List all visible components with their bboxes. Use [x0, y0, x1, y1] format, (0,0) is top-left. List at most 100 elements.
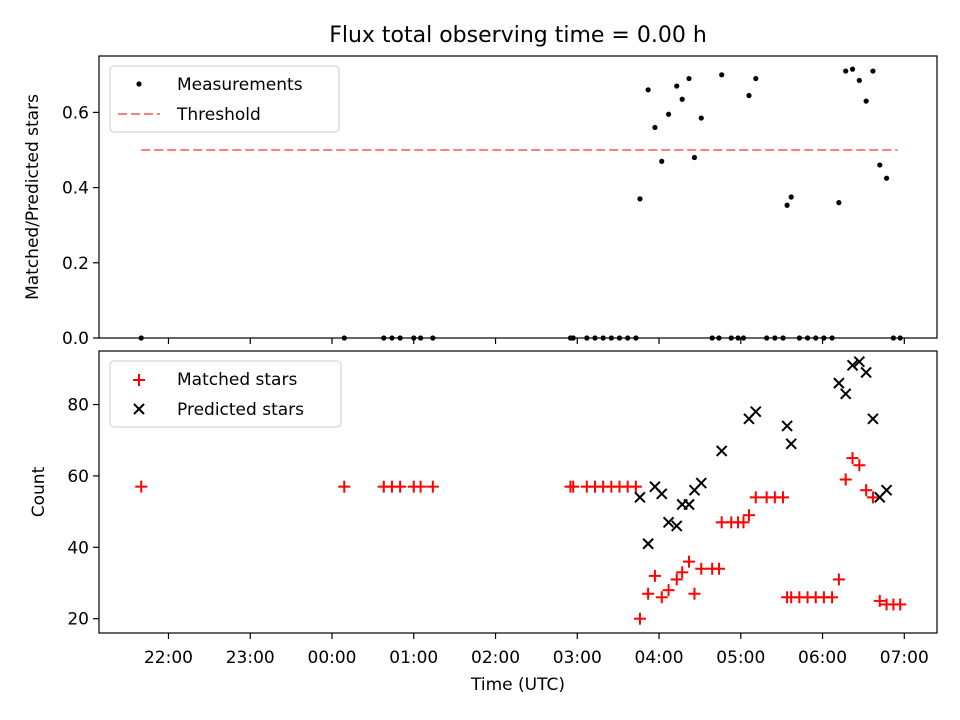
y-tick-label: 0.6: [62, 103, 89, 123]
measurement-point: [788, 194, 794, 200]
predicted-stars-point: [853, 356, 866, 368]
predicted-stars-point: [781, 420, 793, 432]
legend-measurements-label: Measurements: [177, 75, 303, 95]
matched-stars-point: [648, 569, 661, 582]
matched-stars-point: [655, 591, 668, 604]
matched-stars-point: [742, 509, 755, 522]
measurement-point: [686, 75, 692, 82]
measurement-point: [637, 196, 643, 202]
measurement-point: [836, 200, 842, 206]
top-plot-panel: 0.0 0.2 0.4 0.6 Matched/Predicted stars Mea…: [23, 55, 938, 349]
measurement-point: [652, 124, 658, 131]
matched-stars-point: [826, 591, 839, 604]
x-tick-label: 22:00: [144, 648, 193, 668]
y-tick-label: 80: [67, 396, 89, 416]
matched-stars-point: [860, 484, 873, 497]
matched-stars-point: [749, 491, 762, 504]
legend-threshold-label: Threshold: [176, 105, 261, 125]
bottom-data-layer: [135, 356, 907, 625]
measurement-point: [870, 68, 876, 74]
x-axis-label: Time (UTC): [470, 675, 565, 695]
bottom-legend-box: [109, 360, 342, 428]
matched-stars-point: [414, 480, 427, 493]
matched-stars-point: [662, 584, 675, 597]
measurement-point: [698, 115, 704, 121]
predicted-stars-point: [662, 516, 675, 529]
predicted-stars-point: [716, 445, 728, 457]
matched-stars-point: [777, 491, 790, 504]
predicted-stars-point: [642, 538, 654, 550]
bottom-plot-panel: 20 40 60 80 22:00 23:00 00:00 01:00 02:00 03:00 0…: [29, 350, 938, 695]
matched-stars-point: [670, 573, 683, 586]
predicted-stars-point: [880, 484, 893, 496]
matched-stars-point: [695, 562, 708, 575]
measurement-point: [746, 92, 752, 99]
matched-stars-point: [683, 555, 696, 568]
top-y-axis-label: Matched/Predicted stars: [23, 94, 43, 300]
y-tick-label: 20: [67, 610, 89, 630]
legend-predicted-stars-label: Predicted stars: [177, 400, 304, 420]
matched-stars-point: [866, 491, 879, 504]
x-tick-label: 02:00: [471, 648, 520, 668]
measurement-point: [679, 96, 685, 102]
matched-stars-point: [894, 598, 907, 611]
bottom-y-ticks: 20 40 60 80: [67, 396, 99, 630]
predicted-stars-point: [833, 377, 845, 389]
predicted-stars-point: [671, 520, 683, 532]
measurement-point: [665, 111, 672, 117]
x-tick-label: 05:00: [716, 648, 765, 668]
predicted-stars-point: [867, 413, 879, 425]
matched-stars-point: [426, 480, 439, 493]
legend-plus-marker: [133, 374, 145, 386]
bottom-plot-frame: [98, 350, 938, 634]
matched-stars-point: [846, 452, 859, 465]
measurement-point: [883, 175, 890, 181]
measurement-point: [849, 66, 856, 72]
matched-stars-point: [873, 594, 886, 607]
matched-stars-point: [633, 612, 646, 625]
measurement-point: [856, 77, 862, 84]
matched-stars-point: [688, 587, 701, 600]
matched-stars-point: [676, 566, 689, 579]
top-chart-title: Flux total observing time = 0.00 h: [329, 23, 707, 48]
measurement-point: [719, 72, 725, 78]
predicted-stars-point: [695, 477, 707, 489]
matched-stars-point: [567, 480, 580, 493]
measurement-point: [753, 75, 759, 82]
measurement-point: [877, 162, 883, 168]
legend-dot-marker: [136, 81, 142, 87]
predicted-stars-point: [846, 359, 859, 371]
y-tick-label: 0.2: [62, 254, 89, 274]
predicted-stars-point: [839, 388, 852, 400]
x-tick-label: 01:00: [389, 648, 438, 668]
measurement-point: [843, 68, 849, 74]
x-tick-label: 00:00: [308, 648, 357, 668]
x-tick-label: 23:00: [226, 648, 275, 668]
top-plot-frame: [98, 55, 938, 339]
x-tick-label: 04:00: [635, 648, 684, 668]
measurement-point: [691, 154, 698, 161]
legend-matched-stars-label: Matched stars: [177, 370, 297, 390]
predicted-stars-point: [860, 366, 872, 379]
matched-stars-point: [853, 459, 866, 472]
measurement-point: [674, 83, 680, 89]
matched-stars-point: [135, 480, 148, 493]
predicted-stars-point: [634, 491, 646, 504]
matched-stars-point: [629, 480, 642, 493]
top-x-ticks: [167, 338, 905, 344]
top-legend: Measurements Threshold: [109, 65, 340, 133]
measurement-point: [863, 98, 869, 104]
predicted-stars-point: [785, 438, 797, 450]
legend-x-marker: [133, 403, 145, 415]
predicted-stars-point: [656, 488, 668, 500]
y-tick-label: 0.4: [62, 179, 89, 199]
bottom-y-axis-label: Count: [29, 466, 49, 517]
matched-stars-point: [642, 587, 655, 600]
matched-stars-point: [832, 573, 845, 586]
predicted-stars-point: [683, 498, 695, 511]
matched-stars-point: [737, 516, 750, 529]
measurement-point: [645, 87, 651, 93]
y-tick-label: 0.0: [62, 329, 89, 349]
measurement-point: [784, 202, 790, 208]
matched-stars-point: [839, 473, 852, 486]
